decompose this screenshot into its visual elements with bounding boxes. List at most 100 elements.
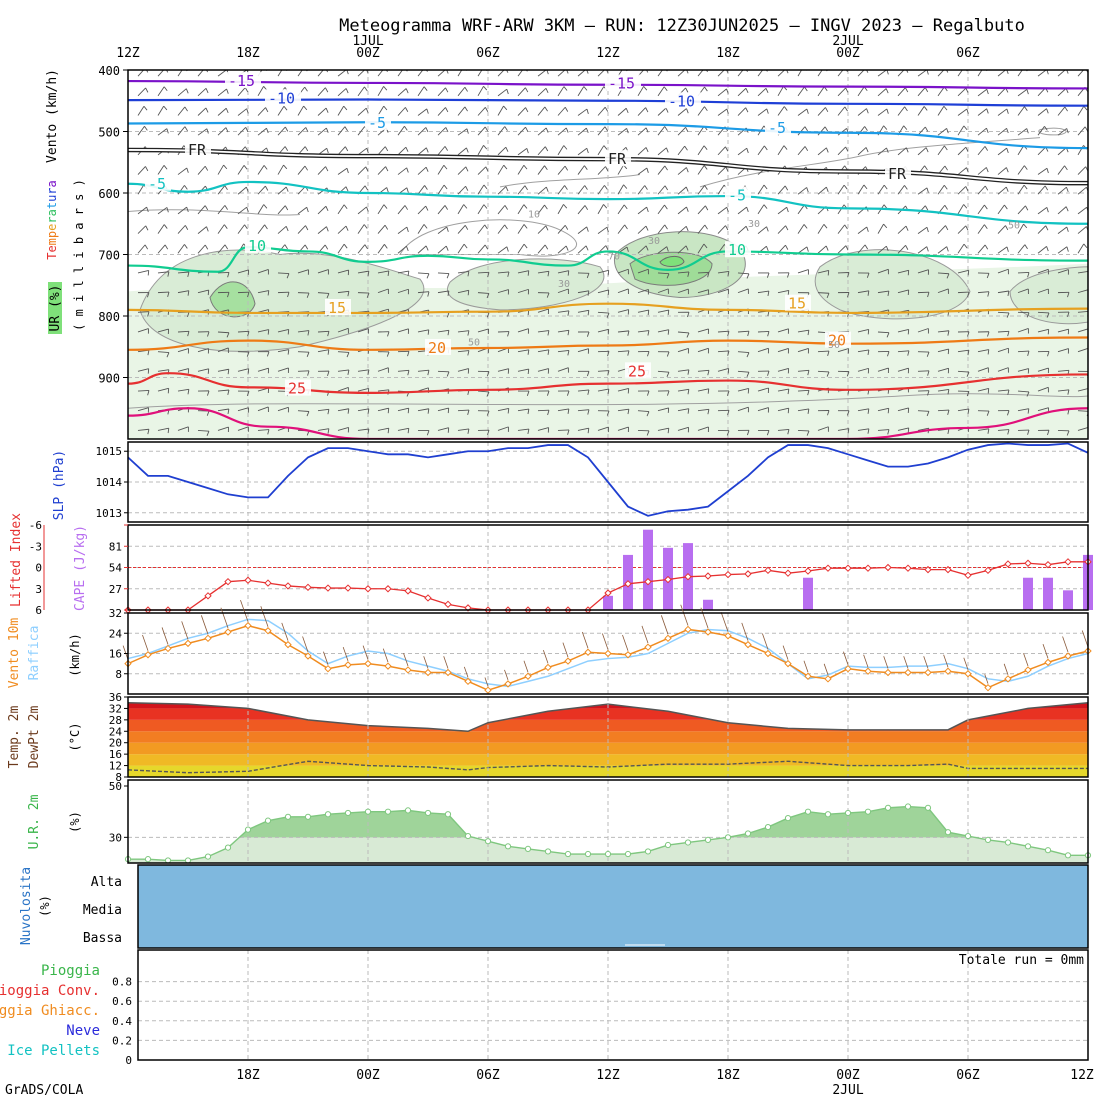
bottom-tick-label: 06Z bbox=[956, 1068, 980, 1083]
isotherm-label: -5 bbox=[368, 114, 386, 132]
wind-tick-label: 8 bbox=[115, 668, 122, 681]
li-marker bbox=[804, 567, 812, 575]
bottom-tick-label: 06Z bbox=[476, 1068, 500, 1083]
li-marker bbox=[1064, 558, 1072, 566]
rh-marker bbox=[824, 811, 832, 818]
li-marker bbox=[704, 572, 712, 580]
li-marker bbox=[944, 565, 952, 574]
temp-axis-label: Temp. 2m bbox=[7, 706, 22, 769]
isotherm-label: 15 bbox=[328, 299, 346, 317]
temp-band bbox=[128, 754, 1088, 766]
li-tick-label: 6 bbox=[35, 604, 42, 617]
temp-tick-label: 12 bbox=[109, 760, 122, 773]
wind-arrow bbox=[523, 660, 529, 673]
wind-marker bbox=[424, 668, 432, 677]
rh-axis-label: UR (%) bbox=[48, 285, 63, 332]
rh-marker bbox=[684, 839, 692, 846]
rh-marker bbox=[1004, 839, 1012, 846]
wind-arrow bbox=[700, 607, 709, 629]
top-tick-label: 06Z bbox=[956, 46, 980, 61]
rh-marker bbox=[264, 817, 272, 824]
wind-marker bbox=[644, 643, 652, 651]
rh-marker bbox=[664, 841, 672, 849]
wind-marker bbox=[144, 651, 152, 659]
slp-tick-label: 1015 bbox=[96, 445, 123, 458]
li-marker bbox=[664, 575, 672, 584]
humidity-contour-label: 50 bbox=[468, 338, 480, 349]
li-marker bbox=[784, 569, 792, 577]
cloud-level-label: Alta bbox=[91, 875, 122, 890]
wind-marker bbox=[464, 677, 472, 686]
li-marker bbox=[264, 579, 272, 587]
rh-marker bbox=[204, 853, 212, 860]
cape-tick-label: 27 bbox=[109, 583, 122, 596]
isotherm-label: -15 bbox=[228, 72, 255, 90]
wind-marker bbox=[1004, 675, 1012, 683]
wind-marker bbox=[604, 649, 612, 658]
precip-total-label: Totale run = 0mm bbox=[959, 953, 1084, 968]
wind-tick-label: 24 bbox=[109, 627, 123, 640]
top-tick-label: 06Z bbox=[476, 46, 500, 61]
temp-tick-label: 16 bbox=[109, 748, 122, 761]
wind-tick-label: 32 bbox=[109, 607, 122, 620]
wind-arrow bbox=[122, 645, 129, 660]
pressure-tick-label: 900 bbox=[98, 372, 120, 386]
wind-arrow bbox=[622, 634, 629, 651]
precip-tick-label: 0.4 bbox=[112, 1015, 132, 1028]
wind-marker bbox=[344, 661, 352, 669]
li-marker bbox=[604, 589, 612, 597]
rh2m-axis-label: U.R. 2m bbox=[27, 794, 42, 849]
li-marker bbox=[384, 585, 392, 593]
isotherm-label: 25 bbox=[628, 362, 646, 380]
wind-marker bbox=[304, 652, 312, 660]
precip-tick-label: 0.6 bbox=[112, 995, 132, 1008]
wind-marker bbox=[484, 686, 492, 694]
li-marker bbox=[764, 566, 772, 575]
li-marker bbox=[324, 584, 332, 592]
wind-marker bbox=[444, 668, 452, 677]
rh-marker bbox=[304, 813, 312, 820]
bottom-tick-label: 18Z bbox=[716, 1068, 740, 1083]
cloud-level-label: Media bbox=[83, 903, 122, 918]
wind-arrow bbox=[362, 645, 369, 660]
cape-bar bbox=[643, 529, 653, 610]
wind-marker bbox=[984, 683, 992, 692]
wind-arrow bbox=[762, 633, 769, 650]
li-marker bbox=[424, 594, 432, 602]
slp-line bbox=[127, 442, 1089, 517]
li-marker bbox=[1004, 560, 1012, 568]
wind-marker bbox=[964, 670, 972, 678]
wind10m-panel: 8 16 24 32 Vento 10m Raffica (km/h) bbox=[7, 600, 1092, 695]
rh-marker bbox=[804, 808, 812, 815]
li-tick-label: 3 bbox=[35, 583, 42, 596]
li-marker bbox=[224, 577, 232, 586]
top-tick-label: 18Z bbox=[236, 46, 260, 61]
isotherm-label: -15 bbox=[608, 75, 635, 93]
rh-marker bbox=[744, 830, 752, 837]
cape-bar bbox=[1043, 577, 1053, 610]
rh2m-panel: 30 50 U.R. 2m (%) bbox=[27, 779, 1092, 864]
li-marker bbox=[344, 584, 352, 592]
wind-marker bbox=[844, 664, 852, 673]
wind-arrow bbox=[720, 612, 729, 632]
li-marker bbox=[404, 587, 412, 595]
temp-tick-label: 32 bbox=[109, 702, 122, 715]
wind-arrow bbox=[260, 606, 269, 627]
temp-tick-label: 24 bbox=[109, 725, 123, 738]
chart-title: Meteogramma WRF-ARW 3KM – RUN: 12Z30JUN2… bbox=[339, 16, 1025, 36]
isotherm-label: 10 bbox=[248, 237, 266, 255]
li-tick-label: 0 bbox=[35, 562, 42, 575]
rh-marker bbox=[1024, 843, 1032, 850]
wind-marker bbox=[184, 639, 192, 648]
cape-tick-label: 81 bbox=[109, 540, 122, 553]
wind-arrow bbox=[323, 651, 329, 665]
precip-panel: 0 0.2 0.4 0.6 0.8 Totale run = 0mm Pioggia Piog… bbox=[0, 949, 1089, 1067]
wind-arrow bbox=[200, 615, 209, 635]
li-axis-label: Lifted Index bbox=[9, 513, 24, 607]
temperature-axis-label: Temperatura bbox=[45, 180, 59, 260]
rh-unit-label: (%) bbox=[68, 811, 82, 833]
cape-li-panel: -6 -3 0 3 6 27 54 81 Lifted Index CAPE (J/kg) bbox=[9, 513, 1093, 617]
slp-axis-label: SLP (hPa) bbox=[52, 450, 67, 520]
isotherm-label: -5 bbox=[728, 186, 746, 204]
